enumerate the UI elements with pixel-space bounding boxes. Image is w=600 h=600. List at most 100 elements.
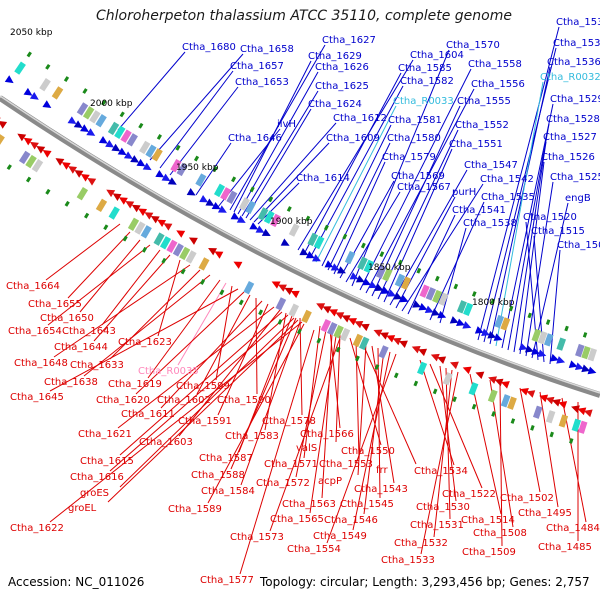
- forward-gene-arrow: [349, 272, 359, 280]
- forward-label-connector: [169, 86, 239, 176]
- forward-gene-arrow: [80, 124, 89, 132]
- gene-glyph: [316, 242, 366, 344]
- forward-label-connector: [345, 191, 401, 283]
- forward-function-strip: [432, 289, 443, 304]
- inner-tick-mark: [219, 289, 225, 296]
- forward-gene-label: Ctha_1541: [452, 205, 506, 216]
- position-tick-label: 2000 kbp: [90, 99, 133, 109]
- gene-glyph: [277, 284, 287, 292]
- forward-gene-arrow: [456, 318, 465, 326]
- forward-function-strip: [107, 121, 120, 136]
- reverse-gene-label: Ctha_1554: [287, 544, 341, 555]
- reverse-gene-arrow: [520, 388, 529, 396]
- gene-glyph: [411, 289, 443, 354]
- inner-tick-mark: [491, 411, 496, 417]
- reverse-gene-label: Ctha_1644: [54, 342, 108, 353]
- gene-glyph: [545, 356, 566, 405]
- forward-gene-arrow: [387, 289, 397, 297]
- forward-gene-label: Ctha_1653: [235, 77, 289, 88]
- reverse-gene-arrow: [36, 145, 46, 154]
- reverse-function-strip: [326, 321, 338, 336]
- inner-tick-mark: [471, 403, 477, 410]
- reverse-gene-label: Ctha_1611: [121, 409, 175, 420]
- gene-glyph: [25, 88, 88, 183]
- reverse-gene-label: Ctha_1543: [354, 484, 408, 495]
- reverse-function-strip: [76, 187, 89, 201]
- reverse-gene-label: Ctha_1532: [394, 538, 448, 549]
- inner-tick-mark: [549, 431, 554, 438]
- forward-label-connector: [495, 81, 544, 347]
- reverse-gene-label: Ctha_1549: [313, 531, 367, 542]
- forward-function-strip: [245, 200, 257, 215]
- reverse-gene-label: Ctha_1643: [62, 326, 116, 337]
- forward-gene-arrow: [412, 300, 422, 308]
- forward-function-strip: [76, 102, 89, 116]
- gene-glyph: [545, 399, 561, 424]
- outer-tick-mark: [471, 291, 477, 297]
- inner-tick-mark: [64, 200, 70, 207]
- forward-gene-label: Ctha_1580: [387, 133, 441, 144]
- reverse-gene-label: Ctha_1571: [264, 459, 318, 470]
- gene-glyph: [569, 366, 597, 444]
- outer-tick-mark: [249, 186, 255, 193]
- reverse-gene-arrow: [277, 284, 287, 292]
- reverse-label-connector: [469, 373, 502, 515]
- genome-backbone: [0, 95, 600, 398]
- forward-gene-arrow: [493, 333, 503, 341]
- forward-gene-arrow: [581, 364, 591, 373]
- reverse-function-strip: [243, 281, 255, 295]
- forward-function-strip: [126, 133, 138, 147]
- reverse-gene-label: Ctha_1584: [201, 486, 255, 497]
- position-tick-label: 1800 kbp: [472, 298, 515, 308]
- forward-gene-arrow: [142, 162, 152, 171]
- forward-gene-label: Ctha_1538: [463, 218, 517, 229]
- gene-glyph: [430, 353, 440, 362]
- reverse-gene-arrow: [150, 215, 160, 224]
- reverse-label-connector: [539, 391, 559, 508]
- reverse-gene-arrow: [74, 170, 84, 178]
- gene-glyph: [125, 148, 163, 209]
- forward-function-strip: [313, 235, 325, 250]
- forward-function-strip: [531, 328, 542, 343]
- reverse-gene-label: Ctha_1522: [442, 489, 496, 500]
- reverse-gene-label: Ctha_1620: [96, 395, 150, 406]
- forward-function-strip: [307, 232, 319, 247]
- reverse-gene-arrow: [354, 321, 364, 329]
- gene-glyph: [17, 133, 27, 142]
- reverse-label-connector: [147, 279, 221, 379]
- reverse-function-strip: [95, 198, 108, 213]
- gene-glyph: [55, 106, 95, 166]
- forward-gene-arrow: [518, 342, 528, 351]
- outer-tick-mark: [305, 215, 311, 222]
- inner-tick-mark: [530, 424, 535, 431]
- reverse-gene-arrow: [42, 150, 52, 158]
- genome-backbone-highlight: [0, 95, 600, 394]
- reverse-gene-arrow: [526, 390, 536, 398]
- outer-tick-mark: [397, 259, 403, 266]
- forward-gene-label: Ctha_1627: [322, 35, 376, 46]
- outer-tick-mark: [582, 332, 588, 338]
- forward-label-connector: [257, 182, 300, 225]
- forward-function-strip: [425, 287, 436, 301]
- gene-glyph: [442, 321, 472, 386]
- accession-label: Accession: NC_011026: [8, 575, 145, 589]
- reverse-function-strip: [153, 232, 165, 246]
- forward-function-strip: [176, 162, 188, 177]
- reverse-gene-label: frr: [376, 465, 388, 476]
- reverse-label-connector: [420, 371, 459, 555]
- reverse-label-connector: [207, 323, 305, 504]
- outer-tick-mark: [268, 196, 274, 203]
- position-tick-label: 1850 kbp: [368, 263, 411, 273]
- reverse-label-connector: [321, 333, 333, 499]
- gene-glyph: [452, 298, 496, 403]
- inner-tick-mark: [277, 319, 283, 325]
- gene-glyph: [488, 376, 498, 384]
- reverse-gene-arrow: [188, 237, 198, 245]
- forward-label-connector: [507, 123, 550, 351]
- gene-glyph: [122, 144, 181, 242]
- reverse-label-connector: [101, 249, 161, 326]
- reverse-gene-label: Ctha_1654: [8, 326, 62, 337]
- reverse-function-strip: [198, 257, 210, 271]
- reverse-gene-arrow: [558, 401, 568, 409]
- reverse-label-connector: [429, 363, 483, 489]
